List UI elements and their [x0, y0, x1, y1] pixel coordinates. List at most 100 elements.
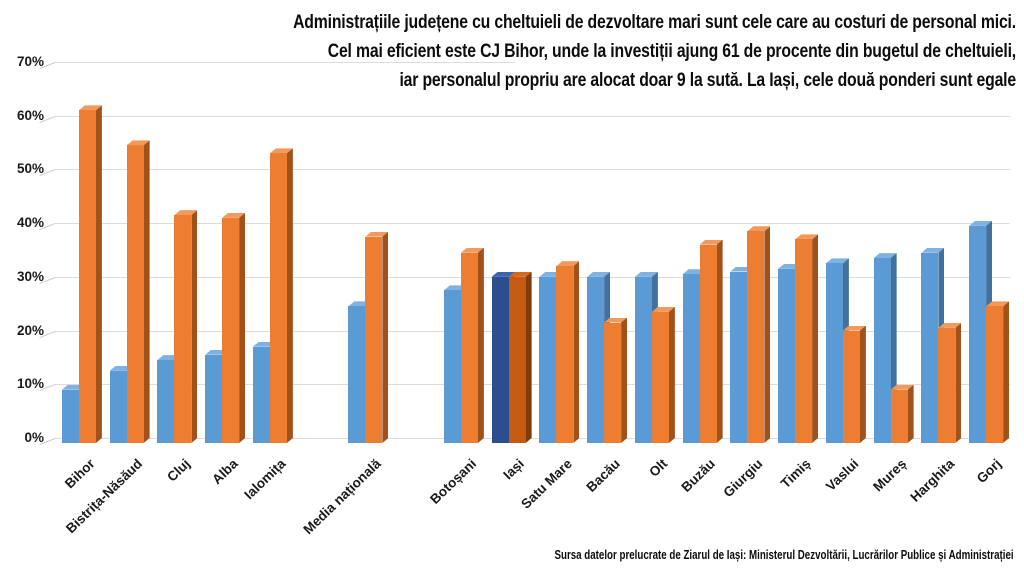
bar-cheltuieli-de-dezvoltare-Mureș — [890, 389, 908, 443]
bar-costuri-de-personal-Botoșani — [443, 290, 461, 443]
bar-costuri-de-personal-Bacău — [587, 276, 605, 443]
x-axis-label-Giurgiu: Giurgiu — [720, 456, 766, 501]
x-axis-label-Cluj: Cluj — [164, 456, 193, 485]
y-axis-label: 40% — [16, 215, 44, 231]
bar-cheltuieli-de-dezvoltare-Harghita — [938, 327, 956, 443]
bar-group-spacer — [389, 43, 437, 443]
x-slot: Harghita — [907, 452, 963, 552]
bar-cheltuieli-de-dezvoltare-Timiș — [795, 239, 813, 443]
bars-area — [55, 43, 1010, 443]
bar-costuri-de-personal-Mureș — [873, 258, 891, 443]
gridline-20% — [55, 330, 1010, 332]
x-slot: Alba — [198, 452, 246, 552]
chart-title: Administrațiile județene cu cheltuieli d… — [0, 8, 1016, 95]
bar-group-Harghita — [915, 43, 963, 443]
gridline-10% — [55, 384, 1010, 386]
bar-cheltuieli-de-dezvoltare-Alba — [222, 217, 240, 443]
chart-title-line-2: Cel mai eficient este CJ Bihor, unde la … — [327, 41, 1016, 62]
bar-group-Alba — [198, 43, 246, 443]
x-axis-label-Bihor: Bihor — [61, 456, 98, 492]
bar-cheltuieli-de-dezvoltare-Buzău — [699, 244, 717, 443]
bar-cheltuieli-de-dezvoltare-Iași — [508, 276, 526, 443]
y-axis-label: 70% — [16, 54, 44, 69]
bar-costuri-de-personal-Olt — [634, 276, 652, 443]
bar-group-spacer — [294, 43, 342, 443]
gridline-60% — [55, 115, 1010, 117]
bar-group-Ialomița — [246, 43, 294, 443]
x-slot: Satu Mare — [518, 452, 581, 552]
x-slot: Mureș — [867, 452, 915, 552]
bar-group-Mureș — [867, 43, 915, 443]
x-slot: Buzău — [676, 452, 724, 552]
x-axis-label-Olt: Olt — [646, 456, 671, 480]
y-axis-label: 10% — [16, 376, 44, 392]
gridline-30% — [55, 276, 1010, 278]
x-slot: Cluj — [151, 452, 199, 552]
x-axis-label-Alba: Alba — [209, 456, 241, 488]
bar-costuri-de-personal-Timiș — [778, 268, 796, 443]
x-slot: Gorj — [962, 452, 1010, 552]
y-axis-label: 20% — [16, 322, 44, 338]
bar-group-Gorj — [962, 43, 1010, 443]
x-slot: Bacău — [580, 452, 628, 552]
bar-group-Vaslui — [819, 43, 867, 443]
x-slot: Botoșani — [427, 452, 485, 552]
bar-group-Cluj — [151, 43, 199, 443]
bar-group-Iași — [485, 43, 533, 443]
bar-costuri-de-personal-Alba — [205, 354, 223, 443]
gridline-70% — [55, 62, 515, 63]
x-axis-label-Iași: Iași — [500, 456, 528, 483]
bar-group-Buzău — [676, 43, 724, 443]
bar-cheltuieli-de-dezvoltare-Media națională — [365, 236, 383, 443]
chart-title-line-1: Administrațiile județene cu cheltuieli d… — [293, 12, 1016, 33]
x-slot: Giurgiu — [720, 452, 772, 552]
bar-costuri-de-personal-Harghita — [921, 252, 939, 443]
x-axis-label-Bacău: Bacău — [582, 456, 623, 495]
bar-group-Olt — [628, 43, 676, 443]
bar-cheltuieli-de-dezvoltare-Vaslui — [842, 330, 860, 443]
bar-cheltuieli-de-dezvoltare-Gorj — [986, 306, 1004, 443]
gridline-40% — [55, 223, 1010, 225]
bar-costuri-de-personal-Bistrița-Năsăud — [109, 370, 127, 443]
x-axis-label-Ialomița: Ialomița — [241, 456, 289, 503]
bar-cheltuieli-de-dezvoltare-Bacău — [604, 322, 622, 443]
y-axis-label: 0% — [24, 430, 44, 445]
bar-costuri-de-personal-Gorj — [969, 225, 987, 443]
source-note: Sursa datelor prelucrate de Ziarul de Ia… — [554, 548, 1014, 562]
bar-cheltuieli-de-dezvoltare-Bistrița-Năsăud — [126, 145, 144, 443]
bar-group-Media națională — [342, 43, 390, 443]
bar-costuri-de-personal-Vaslui — [825, 263, 843, 443]
bar-group-Bistrița-Năsăud — [103, 43, 151, 443]
x-slot — [389, 452, 437, 552]
bar-group-Giurgiu — [724, 43, 772, 443]
bar-cheltuieli-de-dezvoltare-Giurgiu — [747, 231, 765, 443]
bar-group-Timiș — [771, 43, 819, 443]
x-slot: Ialomița — [241, 452, 294, 552]
bar-group-Bacău — [580, 43, 628, 443]
bar-cheltuieli-de-dezvoltare-Cluj — [174, 215, 192, 443]
bar-group-Satu Mare — [533, 43, 581, 443]
gridline-0% — [55, 438, 1010, 439]
x-axis: Bihor Bistrița-Năsăud Cluj Alba Ialomița Medi… — [55, 452, 1010, 552]
bar-cheltuieli-de-dezvoltare-Ialomița — [269, 153, 287, 443]
bar-costuri-de-personal-Bihor — [61, 389, 79, 443]
gridline-50% — [55, 169, 1010, 171]
bar-group-Bihor — [55, 43, 103, 443]
bar-cheltuieli-de-dezvoltare-Satu Mare — [556, 266, 574, 443]
x-slot: Bistrița-Năsăud — [63, 452, 151, 552]
x-axis-label-Vaslui: Vaslui — [822, 456, 862, 494]
x-axis-label-Harghita: Harghita — [906, 456, 957, 505]
bar-costuri-de-personal-Cluj — [157, 360, 175, 443]
x-axis-label-Gorj: Gorj — [974, 456, 1005, 487]
bar-costuri-de-personal-Satu Mare — [539, 276, 557, 443]
y-axis-label: 50% — [16, 161, 44, 177]
y-axis-label: 30% — [16, 268, 44, 284]
y-axis-label: 60% — [16, 107, 44, 123]
bar-costuri-de-personal-Ialomița — [252, 346, 270, 443]
bar-group-Botoșani — [437, 43, 485, 443]
bar-cheltuieli-de-dezvoltare-Olt — [651, 311, 669, 443]
bar-costuri-de-personal-Iași — [491, 276, 509, 443]
chart-title-line-3: iar personalul propriu are alocat doar 9… — [399, 70, 1016, 91]
bar-cheltuieli-de-dezvoltare-Botoșani — [460, 252, 478, 443]
